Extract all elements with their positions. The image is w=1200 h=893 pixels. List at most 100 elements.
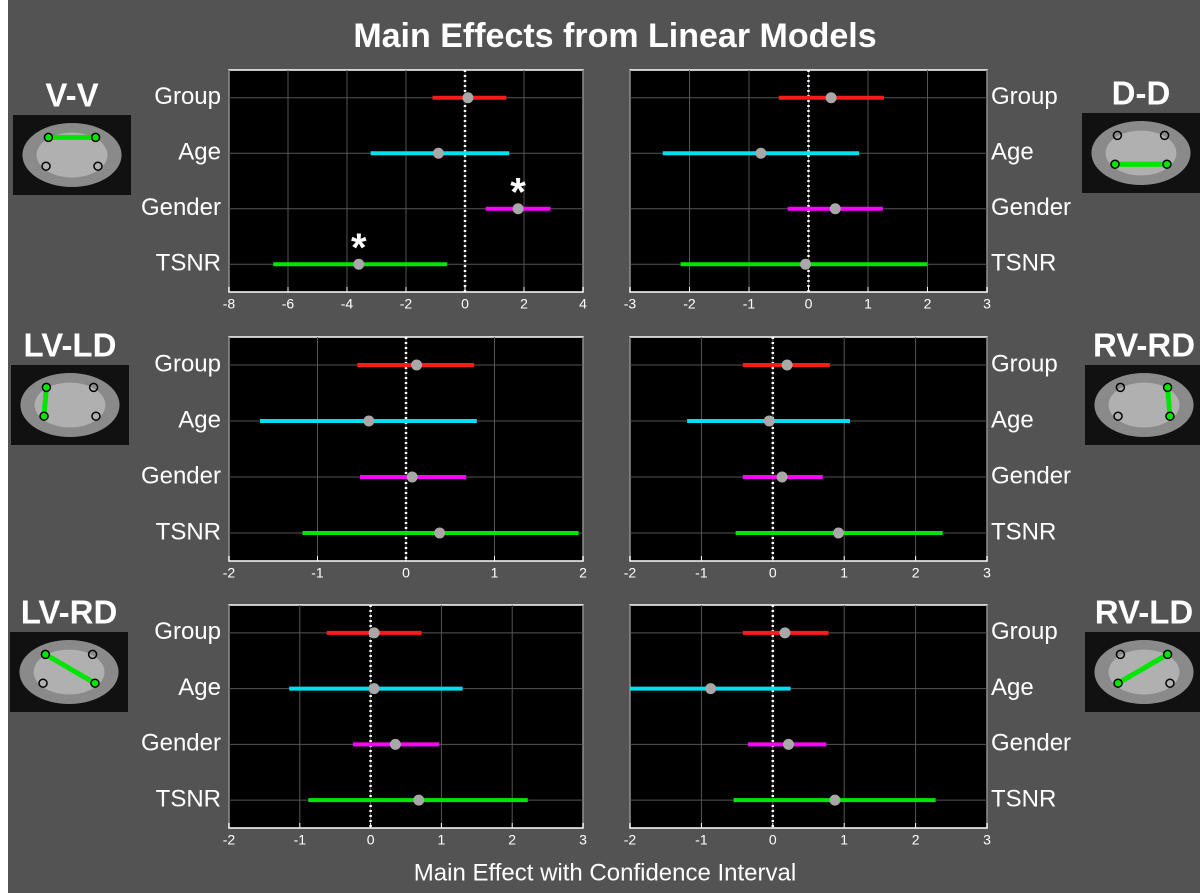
estimate-point [779,627,790,638]
x-tick-label: -4 [341,296,354,312]
significance-mark: * [510,170,526,214]
significance-mark: * [351,226,367,270]
x-tick-label: 2 [912,565,920,581]
x-tick-label: 4 [579,296,587,312]
x-tick-label: -6 [282,296,295,312]
panel-label: RV-LD [1095,594,1193,631]
estimate-point [433,148,444,159]
estimate-point [829,795,840,806]
estimate-point [826,92,837,103]
x-tick-label: -2 [624,832,637,848]
x-tick-label: -1 [695,565,708,581]
estimate-point [369,627,380,638]
estimate-point [783,739,794,750]
x-tick-label: 1 [864,296,872,312]
estimate-point [764,416,775,427]
estimate-point [705,683,716,694]
panel-label: V-V [45,77,98,114]
plot-area [630,337,987,561]
estimate-point [777,472,788,483]
x-tick-label: 3 [983,565,991,581]
x-tick-label: -3 [624,296,637,312]
category-label: Gender [991,194,1071,221]
category-label: TSNR [156,785,221,812]
x-tick-label: -2 [400,296,413,312]
category-label: Gender [141,730,221,757]
thumbnail-node [1111,160,1119,168]
thumbnail-node [40,412,48,420]
estimate-point [830,203,841,214]
category-label: Gender [991,730,1071,757]
x-tick-label: -1 [695,832,708,848]
estimate-point [782,360,793,371]
category-label: TSNR [156,250,221,277]
x-tick-label: 2 [912,832,920,848]
x-tick-label: 3 [983,832,991,848]
category-label: Age [991,139,1034,166]
estimate-point [390,739,401,750]
thumbnail-node [41,650,49,658]
x-tick-label: 0 [402,565,410,581]
category-label: TSNR [156,518,221,545]
category-label: Group [154,83,221,110]
x-tick-label: 2 [508,832,516,848]
x-tick-label: -8 [223,296,236,312]
category-label: Group [991,618,1058,645]
x-tick-label: 1 [840,565,848,581]
estimate-point [755,148,766,159]
x-tick-label: -2 [223,832,236,848]
background [8,0,1200,893]
category-label: TSNR [991,518,1056,545]
x-axis-label: Main Effect with Confidence Interval [414,859,796,886]
x-tick-label: -2 [624,565,637,581]
thumbnail-node [1114,679,1122,687]
x-tick-label: 1 [491,565,499,581]
category-label: Group [154,618,221,645]
category-label: Age [991,406,1034,433]
estimate-point [833,528,844,539]
estimate-point [369,683,380,694]
x-tick-label: 2 [924,296,932,312]
thumbnail-node [1164,650,1172,658]
estimate-point [462,92,473,103]
category-label: Group [991,83,1058,110]
estimate-point [800,259,811,270]
thumbnail-node [44,133,52,141]
panel-label: D-D [1112,75,1171,112]
x-tick-label: -2 [683,296,696,312]
x-tick-label: 0 [367,832,375,848]
category-label: Age [178,406,221,433]
x-tick-label: 0 [461,296,469,312]
category-label: Gender [141,194,221,221]
category-label: Gender [141,462,221,489]
thumbnail-node [91,679,99,687]
estimate-point [413,795,424,806]
x-tick-label: 0 [805,296,813,312]
thumbnail-node [1166,412,1174,420]
category-label: Age [178,139,221,166]
x-tick-label: 2 [579,565,587,581]
category-label: TSNR [991,250,1056,277]
plot-area [229,605,583,828]
thumbnail-node [1164,383,1172,391]
category-label: Group [991,350,1058,377]
category-label: Age [178,674,221,701]
figure: Main Effects from Linear Models Main Eff… [0,0,1200,893]
estimate-point [363,416,374,427]
category-label: Group [154,350,221,377]
category-label: Gender [991,462,1071,489]
x-tick-label: -2 [223,565,236,581]
estimate-point [407,472,418,483]
x-tick-label: 3 [579,832,587,848]
x-tick-label: -1 [743,296,756,312]
estimate-point [434,528,445,539]
category-label: Age [991,674,1034,701]
x-tick-label: -1 [311,565,324,581]
x-tick-label: 1 [840,832,848,848]
x-tick-label: 3 [983,296,991,312]
x-tick-label: 0 [769,565,777,581]
panel-label: RV-RD [1093,327,1195,364]
panel-label: LV-RD [21,594,118,631]
thumbnail-node [92,133,100,141]
thumbnail-node [42,383,50,391]
